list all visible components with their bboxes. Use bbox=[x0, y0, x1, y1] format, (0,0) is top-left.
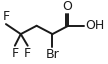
Text: O: O bbox=[62, 0, 72, 13]
Text: Br: Br bbox=[46, 48, 59, 61]
Text: F: F bbox=[11, 47, 18, 60]
Text: F: F bbox=[24, 47, 31, 60]
Text: OH: OH bbox=[85, 19, 104, 32]
Text: F: F bbox=[2, 10, 10, 23]
